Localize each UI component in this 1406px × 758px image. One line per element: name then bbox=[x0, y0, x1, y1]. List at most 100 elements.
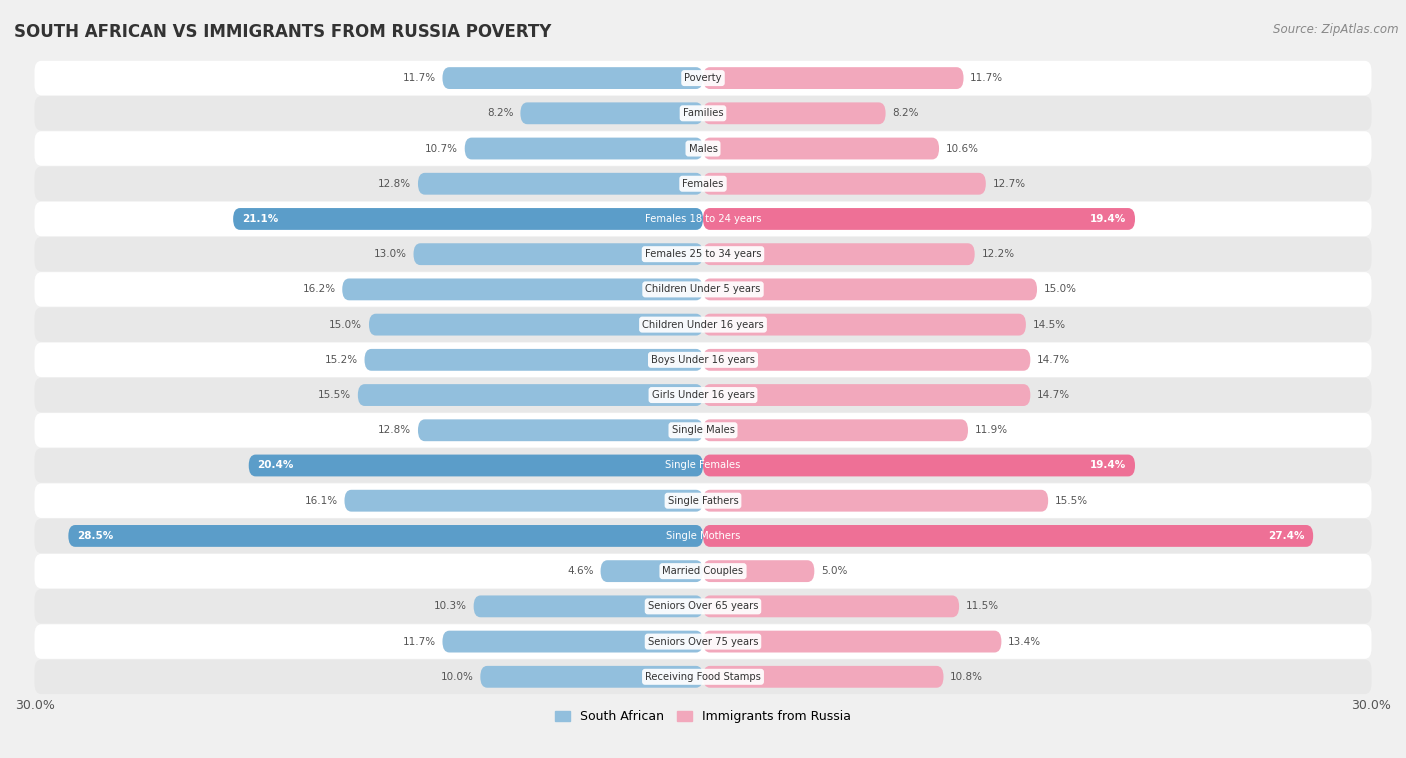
Text: 12.8%: 12.8% bbox=[378, 179, 412, 189]
Text: 8.2%: 8.2% bbox=[488, 108, 513, 118]
Text: 16.1%: 16.1% bbox=[305, 496, 337, 506]
Text: 15.0%: 15.0% bbox=[1043, 284, 1077, 294]
FancyBboxPatch shape bbox=[359, 384, 703, 406]
FancyBboxPatch shape bbox=[703, 173, 986, 195]
FancyBboxPatch shape bbox=[35, 518, 1371, 553]
FancyBboxPatch shape bbox=[368, 314, 703, 336]
FancyBboxPatch shape bbox=[703, 525, 1313, 547]
FancyBboxPatch shape bbox=[703, 138, 939, 159]
Text: 10.3%: 10.3% bbox=[434, 601, 467, 612]
FancyBboxPatch shape bbox=[35, 167, 1371, 201]
Text: Children Under 5 years: Children Under 5 years bbox=[645, 284, 761, 294]
FancyBboxPatch shape bbox=[35, 96, 1371, 130]
Text: 5.0%: 5.0% bbox=[821, 566, 848, 576]
Text: Married Couples: Married Couples bbox=[662, 566, 744, 576]
FancyBboxPatch shape bbox=[474, 596, 703, 617]
Text: Seniors Over 75 years: Seniors Over 75 years bbox=[648, 637, 758, 647]
Text: 11.7%: 11.7% bbox=[402, 73, 436, 83]
Text: 14.7%: 14.7% bbox=[1038, 355, 1070, 365]
Text: 15.0%: 15.0% bbox=[329, 320, 363, 330]
FancyBboxPatch shape bbox=[342, 278, 703, 300]
FancyBboxPatch shape bbox=[600, 560, 703, 582]
Text: 19.4%: 19.4% bbox=[1090, 214, 1126, 224]
Text: 12.8%: 12.8% bbox=[378, 425, 412, 435]
Text: 8.2%: 8.2% bbox=[893, 108, 918, 118]
FancyBboxPatch shape bbox=[443, 67, 703, 89]
FancyBboxPatch shape bbox=[443, 631, 703, 653]
FancyBboxPatch shape bbox=[703, 455, 1135, 477]
Text: Receiving Food Stamps: Receiving Food Stamps bbox=[645, 672, 761, 681]
FancyBboxPatch shape bbox=[35, 413, 1371, 447]
FancyBboxPatch shape bbox=[703, 560, 814, 582]
FancyBboxPatch shape bbox=[35, 343, 1371, 377]
FancyBboxPatch shape bbox=[703, 208, 1135, 230]
FancyBboxPatch shape bbox=[69, 525, 703, 547]
Text: Boys Under 16 years: Boys Under 16 years bbox=[651, 355, 755, 365]
Text: Children Under 16 years: Children Under 16 years bbox=[643, 320, 763, 330]
Text: 20.4%: 20.4% bbox=[257, 461, 294, 471]
Text: Single Fathers: Single Fathers bbox=[668, 496, 738, 506]
FancyBboxPatch shape bbox=[703, 102, 886, 124]
Text: Girls Under 16 years: Girls Under 16 years bbox=[651, 390, 755, 400]
FancyBboxPatch shape bbox=[703, 419, 967, 441]
FancyBboxPatch shape bbox=[413, 243, 703, 265]
FancyBboxPatch shape bbox=[35, 659, 1371, 694]
FancyBboxPatch shape bbox=[418, 173, 703, 195]
FancyBboxPatch shape bbox=[364, 349, 703, 371]
Text: Families: Families bbox=[683, 108, 723, 118]
FancyBboxPatch shape bbox=[703, 278, 1038, 300]
Text: 15.5%: 15.5% bbox=[1054, 496, 1088, 506]
Text: 28.5%: 28.5% bbox=[77, 531, 114, 541]
FancyBboxPatch shape bbox=[35, 307, 1371, 342]
Legend: South African, Immigrants from Russia: South African, Immigrants from Russia bbox=[555, 710, 851, 723]
FancyBboxPatch shape bbox=[35, 377, 1371, 412]
FancyBboxPatch shape bbox=[703, 349, 1031, 371]
Text: 13.0%: 13.0% bbox=[374, 249, 406, 259]
FancyBboxPatch shape bbox=[35, 484, 1371, 518]
Text: Seniors Over 65 years: Seniors Over 65 years bbox=[648, 601, 758, 612]
Text: 12.7%: 12.7% bbox=[993, 179, 1025, 189]
Text: 11.7%: 11.7% bbox=[970, 73, 1004, 83]
FancyBboxPatch shape bbox=[35, 272, 1371, 307]
FancyBboxPatch shape bbox=[35, 202, 1371, 236]
Text: Females 25 to 34 years: Females 25 to 34 years bbox=[645, 249, 761, 259]
Text: 14.7%: 14.7% bbox=[1038, 390, 1070, 400]
FancyBboxPatch shape bbox=[520, 102, 703, 124]
Text: 21.1%: 21.1% bbox=[242, 214, 278, 224]
Text: Poverty: Poverty bbox=[685, 73, 721, 83]
Text: 14.5%: 14.5% bbox=[1032, 320, 1066, 330]
FancyBboxPatch shape bbox=[481, 666, 703, 688]
FancyBboxPatch shape bbox=[35, 61, 1371, 96]
FancyBboxPatch shape bbox=[703, 666, 943, 688]
Text: 27.4%: 27.4% bbox=[1268, 531, 1305, 541]
Text: 11.5%: 11.5% bbox=[966, 601, 998, 612]
Text: Single Mothers: Single Mothers bbox=[666, 531, 740, 541]
Text: 11.7%: 11.7% bbox=[402, 637, 436, 647]
FancyBboxPatch shape bbox=[703, 243, 974, 265]
Text: 10.6%: 10.6% bbox=[946, 143, 979, 154]
FancyBboxPatch shape bbox=[703, 631, 1001, 653]
Text: 12.2%: 12.2% bbox=[981, 249, 1015, 259]
FancyBboxPatch shape bbox=[35, 589, 1371, 624]
Text: 16.2%: 16.2% bbox=[302, 284, 336, 294]
FancyBboxPatch shape bbox=[35, 625, 1371, 659]
FancyBboxPatch shape bbox=[344, 490, 703, 512]
Text: 10.7%: 10.7% bbox=[425, 143, 458, 154]
FancyBboxPatch shape bbox=[35, 554, 1371, 588]
FancyBboxPatch shape bbox=[465, 138, 703, 159]
FancyBboxPatch shape bbox=[35, 448, 1371, 483]
FancyBboxPatch shape bbox=[35, 131, 1371, 166]
Text: 11.9%: 11.9% bbox=[974, 425, 1008, 435]
Text: 4.6%: 4.6% bbox=[568, 566, 593, 576]
Text: 19.4%: 19.4% bbox=[1090, 461, 1126, 471]
Text: Single Males: Single Males bbox=[672, 425, 734, 435]
Text: Single Females: Single Females bbox=[665, 461, 741, 471]
Text: Females 18 to 24 years: Females 18 to 24 years bbox=[645, 214, 761, 224]
FancyBboxPatch shape bbox=[35, 237, 1371, 271]
FancyBboxPatch shape bbox=[703, 384, 1031, 406]
Text: Males: Males bbox=[689, 143, 717, 154]
FancyBboxPatch shape bbox=[703, 67, 963, 89]
Text: Source: ZipAtlas.com: Source: ZipAtlas.com bbox=[1274, 23, 1399, 36]
Text: 13.4%: 13.4% bbox=[1008, 637, 1042, 647]
FancyBboxPatch shape bbox=[703, 596, 959, 617]
